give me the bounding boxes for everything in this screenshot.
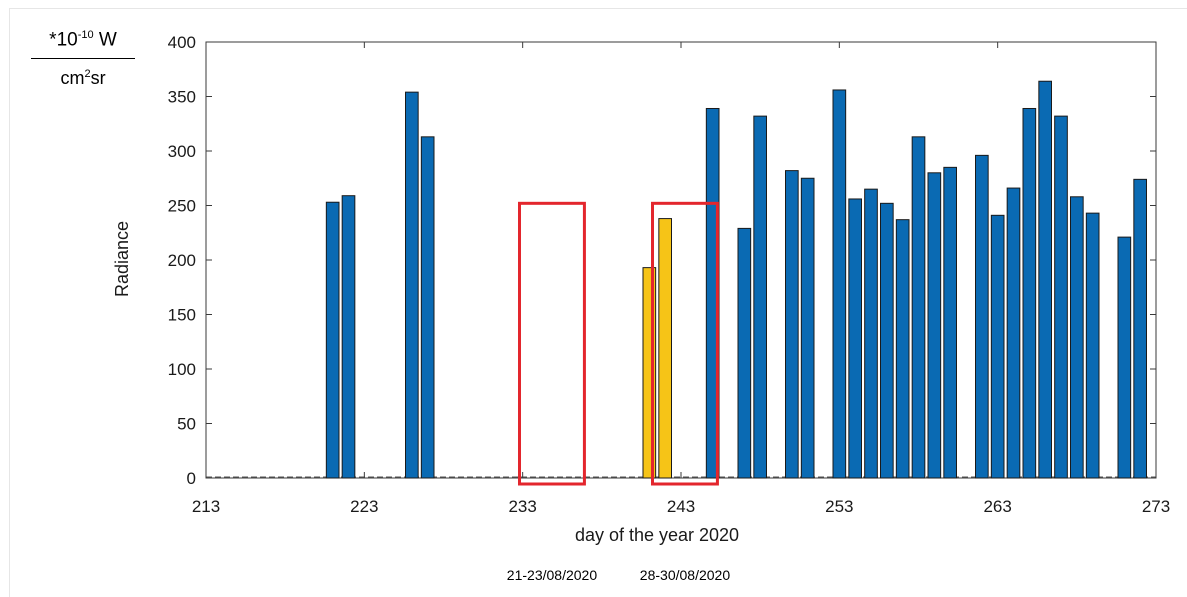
bar xyxy=(990,214,1005,479)
bar xyxy=(927,172,942,479)
y-tick-label: 150 xyxy=(168,306,196,325)
x-axis-label: day of the year 2020 xyxy=(575,525,739,545)
bar xyxy=(848,198,862,479)
bar xyxy=(420,136,435,479)
bar xyxy=(341,195,356,479)
highlight-box xyxy=(651,201,719,486)
bar xyxy=(975,154,989,479)
highlight-box xyxy=(518,201,586,486)
y-tick-label: 250 xyxy=(168,197,196,216)
bar xyxy=(800,177,815,479)
bar xyxy=(832,89,847,479)
bar xyxy=(785,170,799,479)
unit-cm: cm xyxy=(60,68,85,89)
y-tick-label: 400 xyxy=(168,33,196,52)
x-tick-label: 273 xyxy=(1142,497,1170,516)
unit-prefix: *10 xyxy=(49,29,78,51)
bar xyxy=(1070,196,1084,479)
unit-fraction-bar xyxy=(31,58,135,60)
highlight-box-date-label: 21-23/08/2020 xyxy=(507,567,598,583)
x-tick-label: 233 xyxy=(508,497,536,516)
unit-numerator: *10-10 W xyxy=(28,24,138,51)
x-tick-label: 253 xyxy=(825,497,853,516)
bar xyxy=(1054,115,1068,479)
bar xyxy=(705,107,720,479)
unit-watt: W xyxy=(98,29,117,51)
y-tick-label: 0 xyxy=(187,469,196,488)
x-tick-label: 243 xyxy=(667,497,695,516)
x-tick-label: 213 xyxy=(192,497,220,516)
unit-denominator: cm2sr xyxy=(28,64,138,88)
figure-top-border xyxy=(9,8,1187,9)
bar xyxy=(864,188,878,479)
y-tick-label: 300 xyxy=(168,142,196,161)
y-axis-label: Radiance xyxy=(112,221,132,297)
figure-left-border xyxy=(9,8,10,597)
bar xyxy=(1117,236,1132,479)
unit-exponent: -10 xyxy=(77,29,94,41)
bar xyxy=(405,91,419,479)
bar xyxy=(737,227,752,479)
y-tick-label: 100 xyxy=(168,360,196,379)
bar xyxy=(1022,107,1037,479)
bar xyxy=(1006,187,1021,479)
unit-cm-exponent: 2 xyxy=(84,68,91,81)
bar-highlighted xyxy=(658,218,672,479)
bar xyxy=(325,201,340,479)
y-unit-label: *10-10 W cm2sr xyxy=(28,24,138,88)
x-tick-label: 263 xyxy=(983,497,1011,516)
bar xyxy=(943,166,957,479)
x-tick-label: 223 xyxy=(350,497,378,516)
y-tick-label: 200 xyxy=(168,251,196,270)
highlight-box-date-label: 28-30/08/2020 xyxy=(640,567,731,583)
bar xyxy=(1038,80,1053,479)
bar xyxy=(1133,178,1148,479)
y-tick-label: 350 xyxy=(168,88,196,107)
bar xyxy=(880,202,894,479)
bar xyxy=(1085,212,1100,479)
bar xyxy=(911,136,926,479)
unit-sr: sr xyxy=(90,68,106,89)
bar xyxy=(895,219,910,479)
bar xyxy=(753,115,767,479)
y-tick-label: 50 xyxy=(177,415,196,434)
